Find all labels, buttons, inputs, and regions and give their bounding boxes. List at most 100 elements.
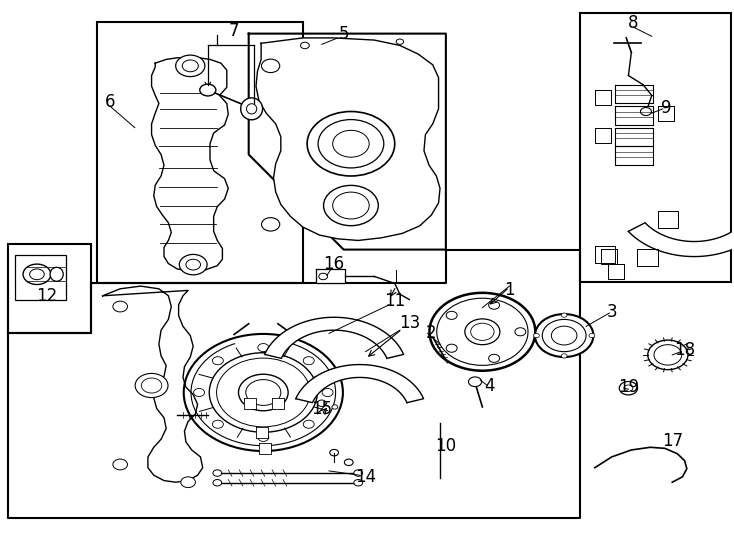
Ellipse shape [465, 319, 500, 345]
Polygon shape [259, 443, 271, 454]
Ellipse shape [515, 328, 526, 336]
Polygon shape [256, 38, 440, 240]
Circle shape [241, 98, 263, 120]
Ellipse shape [303, 357, 314, 364]
Text: 4: 4 [484, 376, 495, 395]
Polygon shape [265, 318, 404, 359]
Text: 6: 6 [105, 93, 115, 111]
Ellipse shape [396, 39, 404, 44]
Ellipse shape [344, 459, 353, 465]
Ellipse shape [534, 333, 539, 338]
Ellipse shape [213, 470, 222, 476]
Ellipse shape [184, 334, 343, 451]
Ellipse shape [261, 59, 280, 72]
Ellipse shape [317, 400, 326, 407]
Text: 13: 13 [399, 314, 420, 332]
Ellipse shape [213, 480, 222, 486]
Ellipse shape [619, 381, 638, 395]
Text: 7: 7 [229, 22, 239, 40]
Ellipse shape [624, 385, 633, 392]
Polygon shape [637, 248, 658, 266]
Ellipse shape [182, 60, 198, 72]
Polygon shape [658, 106, 674, 121]
Text: 18: 18 [674, 341, 695, 359]
Polygon shape [595, 127, 611, 143]
Ellipse shape [186, 259, 200, 270]
Ellipse shape [319, 273, 327, 280]
Ellipse shape [332, 405, 338, 409]
Polygon shape [600, 248, 617, 264]
Polygon shape [658, 211, 678, 228]
Ellipse shape [654, 345, 682, 365]
Polygon shape [608, 264, 624, 279]
Ellipse shape [209, 353, 317, 432]
Polygon shape [8, 249, 580, 518]
Ellipse shape [23, 264, 51, 285]
Text: 17: 17 [661, 432, 683, 450]
Ellipse shape [324, 185, 378, 226]
Ellipse shape [318, 119, 384, 168]
Ellipse shape [191, 339, 335, 446]
Ellipse shape [437, 298, 528, 366]
Ellipse shape [307, 112, 395, 176]
Ellipse shape [446, 312, 457, 319]
Polygon shape [244, 398, 256, 409]
Ellipse shape [113, 301, 128, 312]
Polygon shape [615, 127, 653, 146]
Text: 12: 12 [37, 287, 58, 305]
Ellipse shape [113, 459, 128, 470]
Ellipse shape [175, 55, 205, 77]
Polygon shape [595, 246, 615, 263]
Ellipse shape [354, 470, 363, 476]
Ellipse shape [50, 267, 63, 281]
Bar [97, 22, 302, 284]
Text: 10: 10 [435, 437, 457, 455]
Ellipse shape [333, 192, 369, 219]
Polygon shape [256, 427, 268, 437]
Polygon shape [103, 286, 203, 482]
Ellipse shape [330, 449, 338, 456]
Ellipse shape [258, 343, 269, 352]
Text: 2: 2 [426, 325, 437, 342]
Polygon shape [628, 222, 734, 256]
Ellipse shape [29, 269, 44, 280]
Ellipse shape [648, 340, 688, 370]
Ellipse shape [470, 323, 494, 340]
Polygon shape [615, 106, 653, 125]
Text: 9: 9 [661, 99, 672, 117]
Ellipse shape [135, 374, 168, 397]
Ellipse shape [354, 480, 363, 486]
Ellipse shape [535, 314, 593, 357]
Text: 11: 11 [384, 292, 405, 310]
Ellipse shape [261, 218, 280, 231]
Ellipse shape [489, 301, 500, 309]
Ellipse shape [446, 344, 457, 352]
Bar [15, 255, 66, 300]
Ellipse shape [322, 388, 333, 396]
Polygon shape [152, 58, 228, 271]
Text: 5: 5 [338, 25, 349, 43]
Ellipse shape [489, 354, 500, 362]
Polygon shape [316, 269, 345, 284]
Text: 16: 16 [324, 254, 345, 273]
Polygon shape [615, 146, 653, 165]
Ellipse shape [246, 380, 281, 406]
Ellipse shape [562, 313, 567, 318]
Ellipse shape [562, 354, 567, 358]
Text: 8: 8 [628, 14, 639, 32]
Text: 19: 19 [618, 378, 639, 396]
Bar [8, 244, 91, 333]
Polygon shape [296, 364, 424, 403]
Ellipse shape [551, 326, 577, 345]
Ellipse shape [333, 130, 369, 157]
Ellipse shape [258, 434, 269, 441]
Ellipse shape [179, 254, 207, 275]
Ellipse shape [468, 377, 482, 387]
Ellipse shape [142, 378, 161, 393]
Text: 14: 14 [355, 468, 376, 486]
Ellipse shape [194, 388, 205, 396]
Text: 1: 1 [504, 281, 515, 299]
Text: 3: 3 [606, 303, 617, 321]
Ellipse shape [239, 374, 288, 411]
Polygon shape [595, 90, 611, 105]
